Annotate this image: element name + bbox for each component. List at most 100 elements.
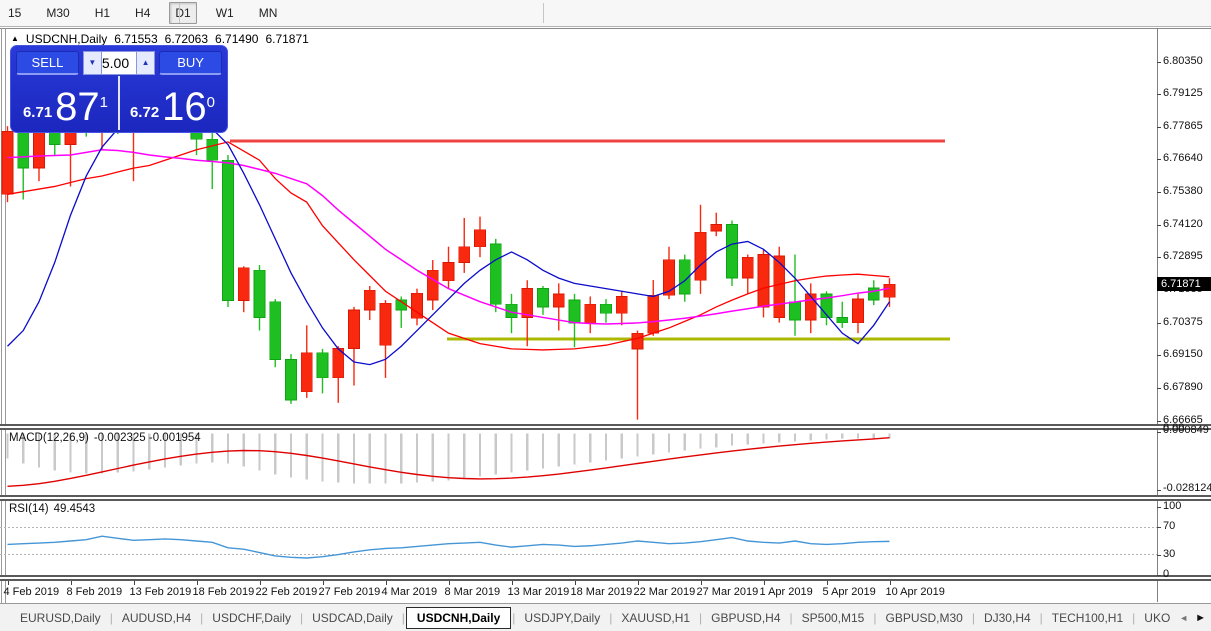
toolbar-separator: [543, 3, 544, 23]
timeframe-button-W1[interactable]: W1: [215, 6, 234, 20]
chart-tab-audusd-h4[interactable]: AUDUSD,H4: [121, 610, 192, 625]
buy-price-display[interactable]: 6.72 16 0: [120, 76, 225, 130]
window-separator[interactable]: [0, 424, 1211, 430]
candle: [615, 291, 628, 326]
chart-tab-eurusd-daily[interactable]: EURUSD,Daily: [20, 610, 101, 625]
time-axis-label[interactable]: 27 Mar 2019: [696, 586, 759, 598]
chart-tab-tech100-h1[interactable]: TECH100,H1: [1051, 610, 1124, 625]
chart-tab-usdcad-daily[interactable]: USDCAD,Daily: [312, 610, 393, 625]
tab-separator: |: [873, 610, 877, 625]
timeframe-toolbar: 15 M30 H1 H4 D1 W1 MN: [0, 0, 1211, 27]
time-axis-tick: [385, 581, 387, 585]
buy-button[interactable]: BUY: [159, 50, 222, 75]
sell-price-small: 6.71: [22, 104, 53, 121]
candle: [285, 354, 297, 404]
chart-tab-xauusd-h1[interactable]: XAUUSD,H1: [621, 610, 691, 625]
tab-scroll-right-icon[interactable]: ►: [1195, 611, 1206, 624]
sell-price-display[interactable]: 6.71 87 1: [13, 76, 120, 130]
timeframe-button-M30[interactable]: M30: [46, 6, 70, 20]
window-separator[interactable]: [0, 495, 1211, 501]
chart-tab-usdchf-daily[interactable]: USDCHF,Daily: [212, 610, 291, 625]
chart-tab-dj30-h4[interactable]: DJ30,H4: [983, 610, 1031, 625]
chart-tab-sp500-m15[interactable]: SP500,M15: [801, 610, 865, 625]
candle: [411, 288, 423, 326]
price-axis-tick: [1157, 94, 1161, 96]
chart-tab-usdjpy-daily[interactable]: USDJPY,Daily: [524, 610, 601, 625]
candle: [678, 254, 691, 302]
price-axis-tick: [1157, 62, 1161, 63]
volume-increase-button[interactable]: ▲: [136, 50, 156, 75]
candle: [537, 285, 549, 315]
tab-separator: |: [200, 610, 204, 625]
sell-button[interactable]: SELL: [16, 50, 79, 75]
time-axis-label[interactable]: 8 Feb 2019: [66, 586, 123, 598]
time-axis-label[interactable]: 10 Apr 2019: [885, 586, 945, 598]
window-separator[interactable]: [0, 575, 1211, 581]
price-axis-tick: [1157, 192, 1161, 194]
time-axis-label[interactable]: 8 Mar 2019: [444, 586, 501, 598]
time-axis-label[interactable]: 5 Apr 2019: [822, 586, 876, 598]
candle: [300, 325, 313, 398]
rsi-axis-label: 0: [1163, 568, 1170, 580]
chart-symbol-period: USDCNH,Daily: [25, 32, 108, 46]
sell-price-sup: 1: [99, 94, 109, 111]
chart-tab-gbpusd-m30[interactable]: GBPUSD,M30: [885, 610, 963, 625]
time-axis-label[interactable]: 4 Feb 2019: [3, 586, 60, 598]
price-axis-label: 6.80350: [1163, 55, 1203, 67]
timeframe-button-H4[interactable]: H4: [135, 6, 151, 20]
macd-scale-bottom-label: -0.028124: [1163, 481, 1211, 494]
time-axis-tick: [574, 581, 576, 585]
chart-title: ▲ USDCNH,Daily 6.71553 6.72063 6.71490 6…: [11, 32, 309, 46]
one-click-trading-panel: SELL ▼ 5.00 ▲ BUY 6.71 87 1 6.72 16 0: [10, 45, 228, 133]
tab-scroll-left-icon[interactable]: ◄: [1179, 612, 1189, 623]
time-axis-label[interactable]: 22 Mar 2019: [633, 586, 696, 598]
time-axis-label[interactable]: 13 Feb 2019: [129, 586, 192, 598]
tab-separator: |: [1132, 610, 1136, 625]
time-axis-label[interactable]: 13 Mar 2019: [507, 586, 570, 598]
price-axis-tick: [1157, 159, 1161, 161]
time-axis-tick: [637, 581, 639, 585]
rsi-axis-tick: [1157, 575, 1161, 576]
candle: [773, 246, 786, 323]
time-axis-label[interactable]: 18 Mar 2019: [570, 586, 633, 598]
price-axis-label: 6.75380: [1163, 185, 1203, 198]
candle: [505, 293, 518, 334]
time-axis-tick: [70, 581, 72, 585]
timeframe-button-H1[interactable]: H1: [94, 6, 111, 20]
time-axis-label[interactable]: 18 Feb 2019: [192, 586, 255, 598]
tab-separator: |: [512, 610, 516, 625]
ohlc-high: 6.72063: [164, 32, 209, 46]
volume-input[interactable]: 5.00: [101, 50, 137, 75]
price-axis-tick: [1157, 257, 1161, 259]
macd-axis-tick: [1157, 432, 1161, 433]
chart-tab-usdcnh-daily[interactable]: USDCNH,Daily: [405, 606, 512, 629]
candle: [741, 254, 754, 294]
time-axis-label[interactable]: 27 Feb 2019: [318, 586, 381, 598]
time-axis-label[interactable]: 22 Feb 2019: [255, 586, 318, 598]
chart-tab-uko[interactable]: UKO: [1144, 610, 1171, 625]
timeframe-button-D1[interactable]: D1: [169, 2, 197, 24]
timeframe-button-MN[interactable]: MN: [258, 6, 278, 20]
candle: [757, 249, 770, 318]
candle: [852, 293, 864, 334]
price-axis-label: 6.72895: [1163, 250, 1203, 263]
tab-separator: |: [971, 610, 975, 625]
candle: [694, 204, 707, 294]
price-axis-tick: [1157, 225, 1161, 227]
candle: [1, 126, 14, 203]
time-axis-label[interactable]: 1 Apr 2019: [759, 586, 813, 598]
collapse-arrow-icon[interactable]: ▲: [11, 33, 19, 43]
candle: [710, 212, 723, 237]
tab-separator: |: [1039, 610, 1043, 625]
candle: [820, 291, 833, 326]
time-axis-label[interactable]: 4 Mar 2019: [381, 586, 438, 598]
timeframe-button-15[interactable]: 15: [8, 6, 22, 20]
chart-window-border: [1, 28, 2, 603]
price-axis-tick: [1157, 420, 1161, 422]
price-axis-border: [1157, 28, 1158, 602]
candle: [584, 296, 597, 334]
tab-separator: |: [699, 610, 703, 625]
chart-tab-gbpusd-h4[interactable]: GBPUSD,H4: [711, 610, 781, 625]
volume-decrease-button[interactable]: ▼: [82, 50, 102, 75]
